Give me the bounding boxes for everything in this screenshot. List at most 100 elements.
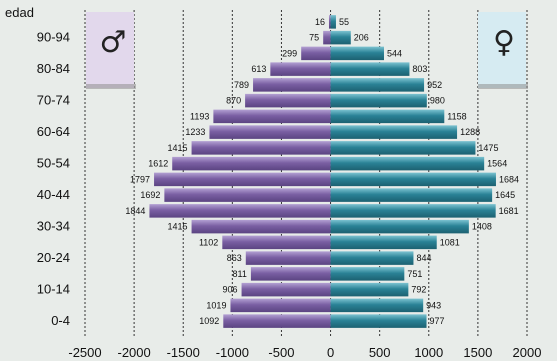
x-tick-label: 0	[327, 345, 334, 360]
female-bar	[330, 93, 427, 108]
female-data-label: 1681	[499, 206, 519, 216]
male-data-label: 613	[251, 64, 266, 74]
female-bar	[330, 267, 405, 281]
x-tick-label: -2000	[117, 345, 150, 360]
male-data-label: 1415	[168, 143, 188, 153]
male-bar	[154, 172, 331, 187]
female-data-label: 1564	[487, 159, 507, 169]
male-bar	[230, 298, 331, 313]
male-data-label: 16	[315, 17, 325, 27]
male-bar	[323, 30, 331, 45]
male-data-label: 1102	[199, 237, 218, 247]
female-bar	[330, 204, 496, 218]
female-legend-shadow	[478, 84, 528, 89]
male-bar	[301, 46, 331, 61]
x-tick-label: 2000	[513, 345, 542, 360]
male-bar	[250, 267, 331, 281]
legend: ♂ ♀	[86, 12, 528, 89]
y-axis-tick-labels: 0-4 10-14 20-24 30-34 40-44 50-54 60-64 70-74 80…	[37, 30, 70, 329]
female-bar	[330, 125, 458, 139]
female-data-label: 844	[416, 253, 431, 263]
female-bar	[330, 251, 414, 265]
female-data-label: 980	[430, 96, 445, 106]
male-data-label: 1612	[148, 159, 168, 169]
male-data-label: 1193	[190, 111, 209, 121]
male-bar	[241, 282, 331, 297]
x-tick-label: -1000	[216, 345, 249, 360]
male-data-label: 1019	[206, 300, 226, 310]
female-legend-box	[478, 12, 526, 88]
female-data-label: 1158	[447, 111, 466, 121]
male-bar	[164, 188, 331, 202]
female-data-label: 55	[339, 17, 349, 27]
female-bar	[330, 314, 427, 328]
male-bar	[213, 109, 331, 124]
x-tick-label: 1500	[463, 345, 492, 360]
female-bar	[330, 78, 425, 92]
male-bar	[209, 125, 331, 139]
male-data-label: 1092	[199, 316, 219, 326]
female-bar	[330, 156, 485, 171]
male-data-label: 75	[309, 33, 319, 43]
male-legend-shadow	[86, 84, 136, 89]
female-data-label: 1408	[472, 222, 492, 232]
male-bar	[191, 141, 331, 155]
y-tick-label: 90-94	[37, 30, 70, 45]
female-data-label: 1475	[478, 143, 498, 153]
y-tick-label: 0-4	[51, 313, 70, 328]
x-tick-label: -500	[268, 345, 294, 360]
data-labels: 1092 977 1019 943 906 792 811 751 863 844 1102 1081…	[125, 17, 519, 326]
bars	[149, 15, 496, 328]
male-data-label: 1415	[168, 222, 188, 232]
male-bar	[245, 251, 331, 265]
y-tick-label: 10-14	[37, 282, 70, 297]
female-data-label: 206	[354, 33, 369, 43]
male-data-label: 299	[282, 48, 297, 58]
male-symbol-icon: ♂	[100, 25, 127, 60]
female-data-label: 792	[411, 285, 426, 295]
male-legend-box	[86, 12, 134, 88]
male-bar	[172, 156, 331, 171]
male-bar	[245, 93, 331, 108]
female-bar	[330, 109, 445, 124]
male-bar	[222, 235, 331, 250]
female-bar	[330, 188, 493, 202]
female-data-label: 544	[387, 48, 402, 58]
x-tick-label: -1500	[167, 345, 200, 360]
y-tick-label: 30-34	[37, 219, 70, 234]
female-data-label: 751	[407, 269, 422, 279]
male-bar	[191, 219, 331, 234]
female-data-label: 977	[430, 316, 445, 326]
female-bar	[330, 235, 437, 250]
male-data-label: 811	[233, 269, 247, 279]
y-axis-title: edad	[5, 5, 34, 20]
female-bar	[330, 15, 336, 29]
x-tick-label: 500	[369, 345, 391, 360]
y-tick-label: 80-84	[37, 61, 70, 76]
y-tick-label: 60-64	[37, 124, 70, 139]
male-data-label: 906	[223, 285, 238, 295]
female-bar	[330, 219, 469, 234]
male-bar	[253, 78, 331, 92]
female-bar	[330, 141, 476, 155]
female-data-label: 1645	[495, 190, 515, 200]
male-bar	[223, 314, 331, 328]
female-bar	[330, 46, 384, 61]
male-bar	[149, 204, 331, 218]
female-bar	[330, 30, 351, 45]
y-tick-label: 70-74	[37, 93, 70, 108]
male-data-label: 863	[227, 253, 242, 263]
female-data-label: 943	[426, 300, 441, 310]
male-data-label: 870	[226, 96, 241, 106]
female-data-label: 1684	[499, 174, 519, 184]
y-tick-label: 40-44	[37, 187, 70, 202]
female-data-label: 803	[412, 64, 427, 74]
female-data-label: 1081	[440, 237, 460, 247]
female-data-label: 952	[427, 80, 442, 90]
y-tick-label: 50-54	[37, 156, 70, 171]
female-symbol-icon: ♀	[493, 25, 515, 60]
female-bar	[330, 62, 410, 76]
female-bar	[330, 172, 496, 187]
male-data-label: 1233	[185, 127, 205, 137]
